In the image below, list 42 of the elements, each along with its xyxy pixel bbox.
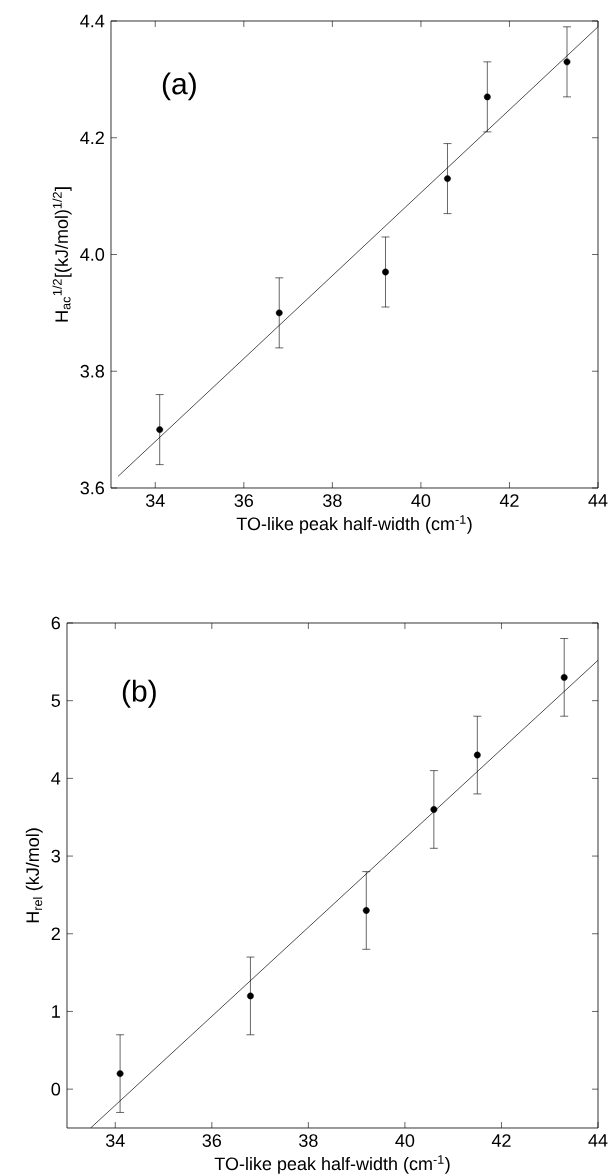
x-tick-label: 38: [299, 1134, 318, 1147]
y-tick-label: 4.4: [80, 14, 105, 28]
y-tick-label: 2: [51, 927, 60, 941]
x-tick-label: 42: [499, 494, 519, 507]
x-tick-label: 34: [105, 1134, 125, 1147]
y-axis-title: H$_{ac}$$^{1/2}$[(kJ/mol)$^{1/2}$]: [52, 187, 72, 322]
point: [382, 268, 389, 276]
y-tick-label: 1: [52, 1005, 60, 1018]
x-tick-label: 38: [323, 494, 342, 507]
x-tick-label: 44: [588, 494, 608, 507]
y-tick-label: 6: [51, 616, 61, 630]
point: [444, 175, 451, 182]
x-tick-label: 40: [395, 1134, 415, 1147]
x-axis-title: TO-like peak half-width (cm$^{-1}$): [214, 1155, 450, 1174]
y-tick-label: 3.6: [80, 481, 105, 495]
annotation: (a): [162, 72, 196, 101]
y-tick-label: 4: [51, 772, 61, 785]
point: [560, 673, 568, 681]
point: [247, 992, 254, 1000]
x-axis-title: TO-like peak half-width (cm$^{-1}$): [236, 515, 472, 534]
point: [275, 309, 283, 317]
annotation: (b): [122, 679, 156, 708]
point: [563, 58, 571, 66]
x-tick-label: 36: [234, 494, 254, 507]
y-tick-label: 0: [51, 1082, 61, 1096]
point: [483, 93, 491, 101]
x-tick-label: 42: [491, 1134, 511, 1147]
point: [362, 907, 370, 914]
x-tick-label: 34: [145, 494, 165, 507]
point: [473, 751, 481, 759]
y-tick-label: 3.8: [80, 364, 105, 378]
x-tick-label: 40: [411, 494, 431, 507]
y-tick-label: 4.0: [80, 248, 105, 261]
y-tick-label: 4.2: [80, 131, 104, 145]
y-tick-label: 5: [51, 694, 61, 707]
y-tick-label: 3: [51, 849, 61, 863]
point: [430, 806, 438, 813]
y-axis-title: H$_{rel}$ (kJ/mol): [25, 828, 43, 923]
point: [116, 1070, 124, 1078]
point: [156, 426, 164, 434]
x-tick-label: 44: [588, 1134, 608, 1147]
x-tick-label: 36: [202, 1134, 222, 1147]
